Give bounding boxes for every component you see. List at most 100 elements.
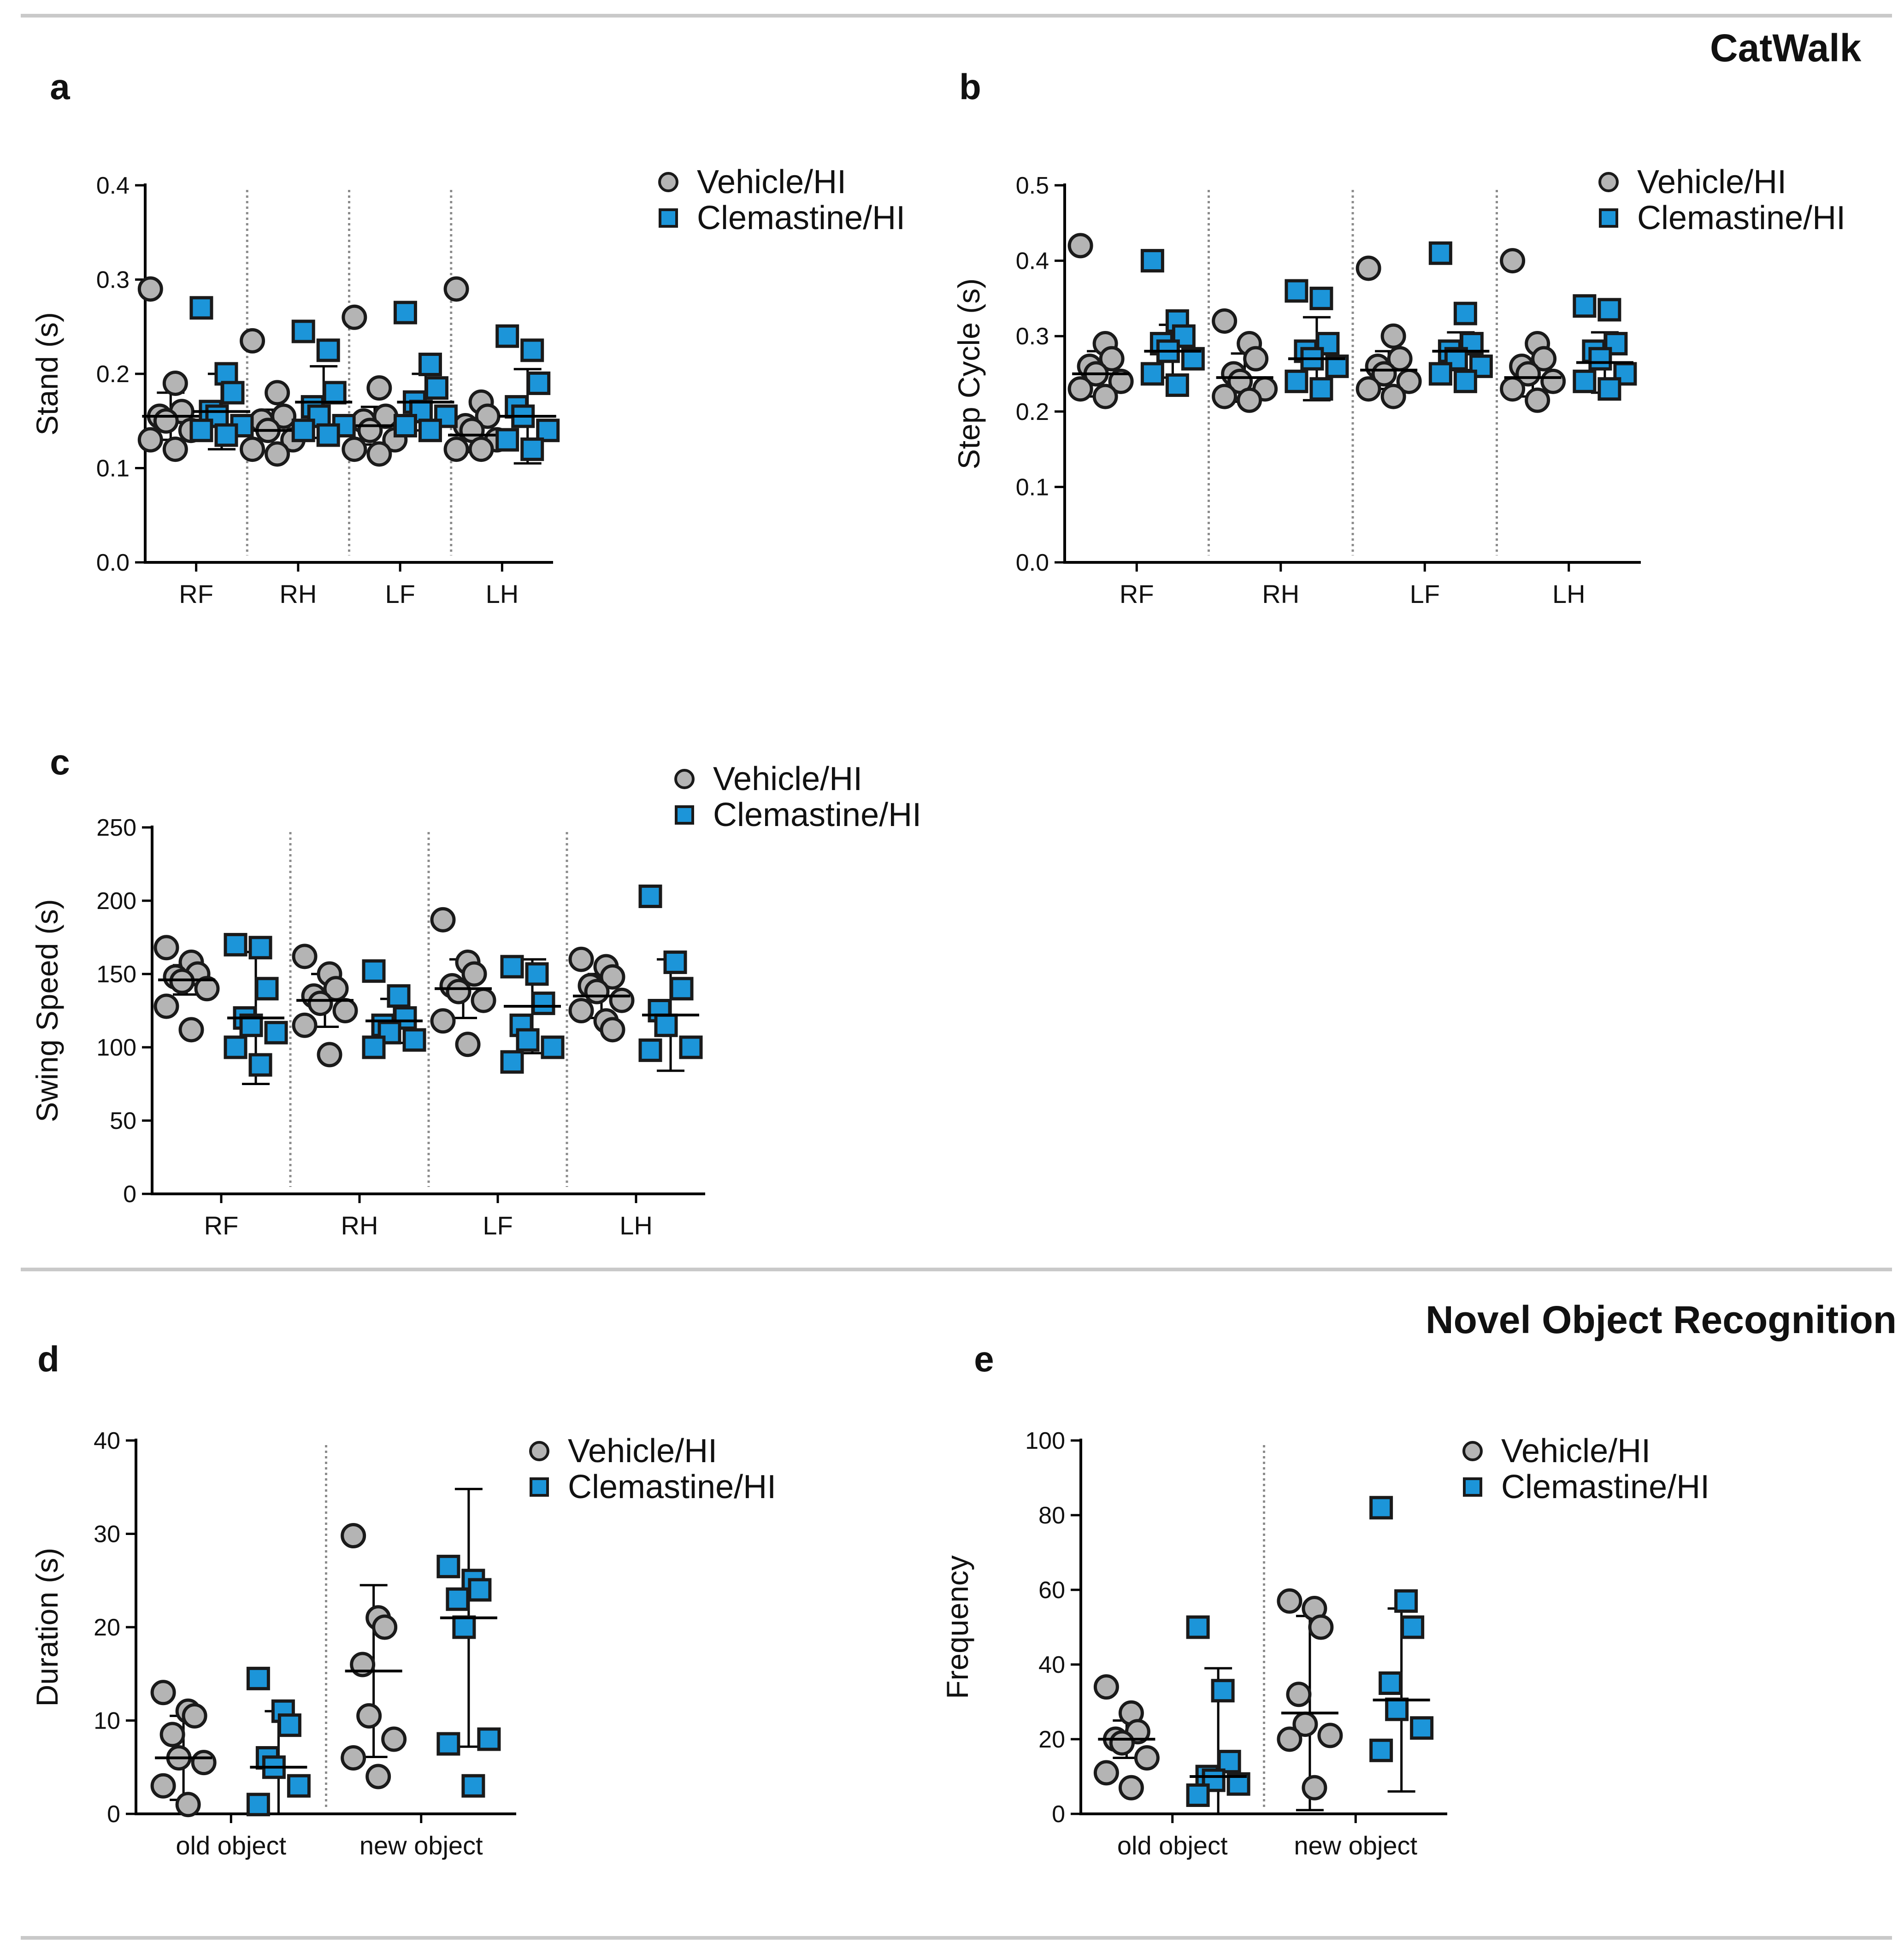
data-point xyxy=(1453,301,1477,325)
data-point xyxy=(1217,1750,1241,1774)
data-point xyxy=(446,979,472,1004)
legend-marker-square xyxy=(1463,1477,1482,1497)
y-tick-label: 0.1 xyxy=(96,455,130,482)
data-point xyxy=(1165,373,1189,397)
panel-letter: d xyxy=(37,1339,59,1379)
data-point xyxy=(1309,377,1333,401)
data-point xyxy=(362,1035,386,1059)
data-point xyxy=(418,419,442,443)
data-point xyxy=(221,381,245,405)
data-point xyxy=(214,362,238,386)
x-tick-label: LF xyxy=(385,579,415,608)
data-point xyxy=(1531,346,1557,372)
y-tick-label: 20 xyxy=(1038,1726,1065,1753)
data-point xyxy=(471,987,496,1013)
data-point xyxy=(1588,347,1612,371)
chart-panel-b: b 0.0 0.1 0.2 0.3 0.4 0.5 Step Cycle (s) RF RH LF L… xyxy=(952,66,1845,608)
data-point xyxy=(1317,1723,1343,1748)
data-point xyxy=(477,1727,501,1751)
data-point xyxy=(1140,362,1164,386)
y-tick-label: 0.2 xyxy=(96,361,130,388)
x-tick-label: LF xyxy=(1410,579,1440,608)
data-point xyxy=(430,907,456,933)
data-point xyxy=(1356,376,1381,402)
legend-label: Vehicle/HI xyxy=(713,761,862,797)
chart-panel-c: c 0 50 100 150 200 250 Swing Speed (s) RF RH LF LH V… xyxy=(30,742,921,1240)
x-tick-label: RF xyxy=(1120,579,1154,608)
data-point xyxy=(1186,1783,1210,1807)
legend-label: Clemastine/HI xyxy=(1637,200,1845,236)
x-tick-label: LH xyxy=(619,1211,653,1240)
y-axis-title: Stand (s) xyxy=(30,312,64,436)
legend-label: Vehicle/HI xyxy=(697,164,846,201)
data-point xyxy=(1286,1682,1312,1707)
middle-separator xyxy=(21,1268,1892,1271)
data-point xyxy=(1118,1775,1144,1800)
data-point xyxy=(1428,362,1452,386)
x-tick-label: LH xyxy=(1552,579,1586,608)
y-tick-label: 40 xyxy=(94,1428,120,1454)
data-point xyxy=(1285,279,1309,303)
data-point xyxy=(527,371,551,395)
data-point xyxy=(638,884,662,908)
data-point xyxy=(287,1774,311,1798)
data-point xyxy=(461,961,487,987)
data-point xyxy=(452,1615,476,1639)
data-point xyxy=(1212,384,1238,409)
y-tick-label: 20 xyxy=(94,1614,120,1641)
x-tick-label: old object xyxy=(176,1831,286,1860)
section-title-novel-object-recognition: Novel Object Recognition xyxy=(1426,1298,1897,1341)
data-point xyxy=(1573,294,1597,318)
data-point xyxy=(1428,241,1452,265)
data-point xyxy=(224,933,248,956)
data-point xyxy=(1067,233,1093,259)
series-clemastine xyxy=(224,884,703,1085)
data-point xyxy=(224,1035,248,1059)
x-tick-label: new object xyxy=(1294,1831,1417,1860)
data-point xyxy=(663,950,687,974)
data-point xyxy=(1385,1697,1409,1721)
data-point xyxy=(137,427,163,453)
data-point xyxy=(246,1793,270,1817)
series-vehicle xyxy=(1093,1588,1343,1812)
data-point xyxy=(1302,1775,1327,1800)
x-tick-label: RH xyxy=(341,1211,378,1240)
data-point xyxy=(264,1021,288,1045)
legend-marker-square xyxy=(659,208,678,228)
panel-letter: c xyxy=(50,742,70,782)
data-point xyxy=(1067,376,1093,402)
data-point xyxy=(1540,368,1566,394)
data-point xyxy=(246,1666,270,1690)
y-tick-label: 30 xyxy=(94,1521,120,1548)
data-point xyxy=(1309,286,1333,310)
data-point xyxy=(175,1792,201,1818)
data-point xyxy=(531,992,555,1015)
y-tick-label: 0.0 xyxy=(1016,549,1049,576)
data-point xyxy=(1212,308,1238,334)
data-point xyxy=(1186,1615,1210,1639)
data-point xyxy=(443,437,469,462)
data-point xyxy=(1379,1671,1403,1695)
data-point xyxy=(1093,1760,1119,1786)
data-point xyxy=(1394,1589,1418,1613)
series-vehicle xyxy=(150,1523,407,1818)
data-point xyxy=(461,1774,485,1798)
legend-label: Clemastine/HI xyxy=(568,1469,776,1505)
legend-label: Clemastine/HI xyxy=(1501,1469,1709,1505)
data-point xyxy=(214,423,238,447)
y-tick-label: 60 xyxy=(1038,1577,1065,1604)
data-point xyxy=(430,1008,456,1034)
data-point xyxy=(1356,255,1381,281)
data-point xyxy=(153,408,179,434)
data-point xyxy=(162,370,188,396)
data-point xyxy=(418,353,442,377)
data-point xyxy=(455,1032,481,1057)
data-point xyxy=(1500,248,1526,274)
data-point xyxy=(1108,368,1134,394)
chart-panel-e: e 0 20 40 60 80 100 Frequency old object new obje… xyxy=(940,1339,1709,1860)
data-point xyxy=(436,1554,460,1578)
data-point xyxy=(189,419,213,443)
data-point xyxy=(317,1042,342,1068)
